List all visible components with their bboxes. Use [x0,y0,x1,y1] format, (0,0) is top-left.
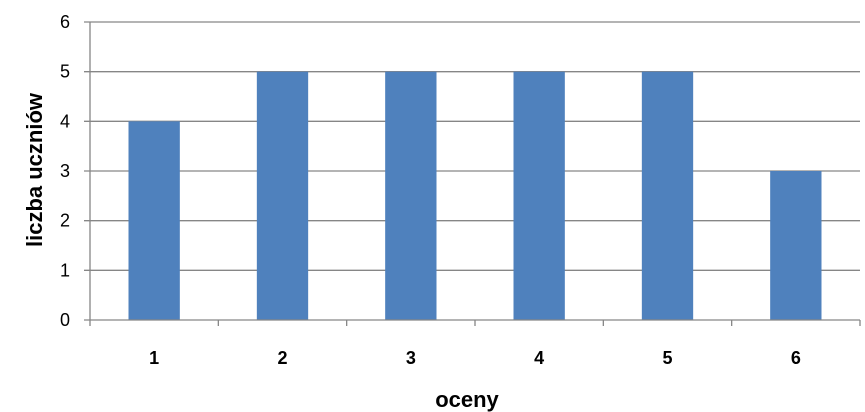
bars [128,71,822,321]
y-tick-label: 6 [60,12,70,32]
x-tick-labels: 1 2 3 4 5 6 [149,348,801,368]
x-tick-label: 1 [149,348,159,368]
y-tick-label: 5 [60,62,70,82]
x-tick-label: 4 [534,348,544,368]
y-axis-title: liczba uczniów [22,92,47,247]
bar-5 [641,71,694,321]
y-tick-label: 0 [60,310,70,330]
y-tick-label: 3 [60,161,70,181]
y-tick-labels: 0 1 2 3 4 5 6 [60,12,70,330]
bar-3 [385,71,437,321]
bar-6 [770,171,822,320]
y-tick-label: 4 [60,111,70,131]
axes [84,22,861,326]
bar-1 [128,121,180,320]
x-tick-label: 3 [406,348,416,368]
x-tick-label: 5 [662,348,672,368]
bar-2 [256,71,309,321]
x-tick-label: 6 [791,348,801,368]
x-axis-title: oceny [435,387,499,412]
bar-4 [513,71,565,321]
gridlines [84,21,860,271]
y-tick-label: 1 [60,260,70,280]
x-tick-label: 2 [277,348,287,368]
y-tick-label: 2 [60,211,70,231]
